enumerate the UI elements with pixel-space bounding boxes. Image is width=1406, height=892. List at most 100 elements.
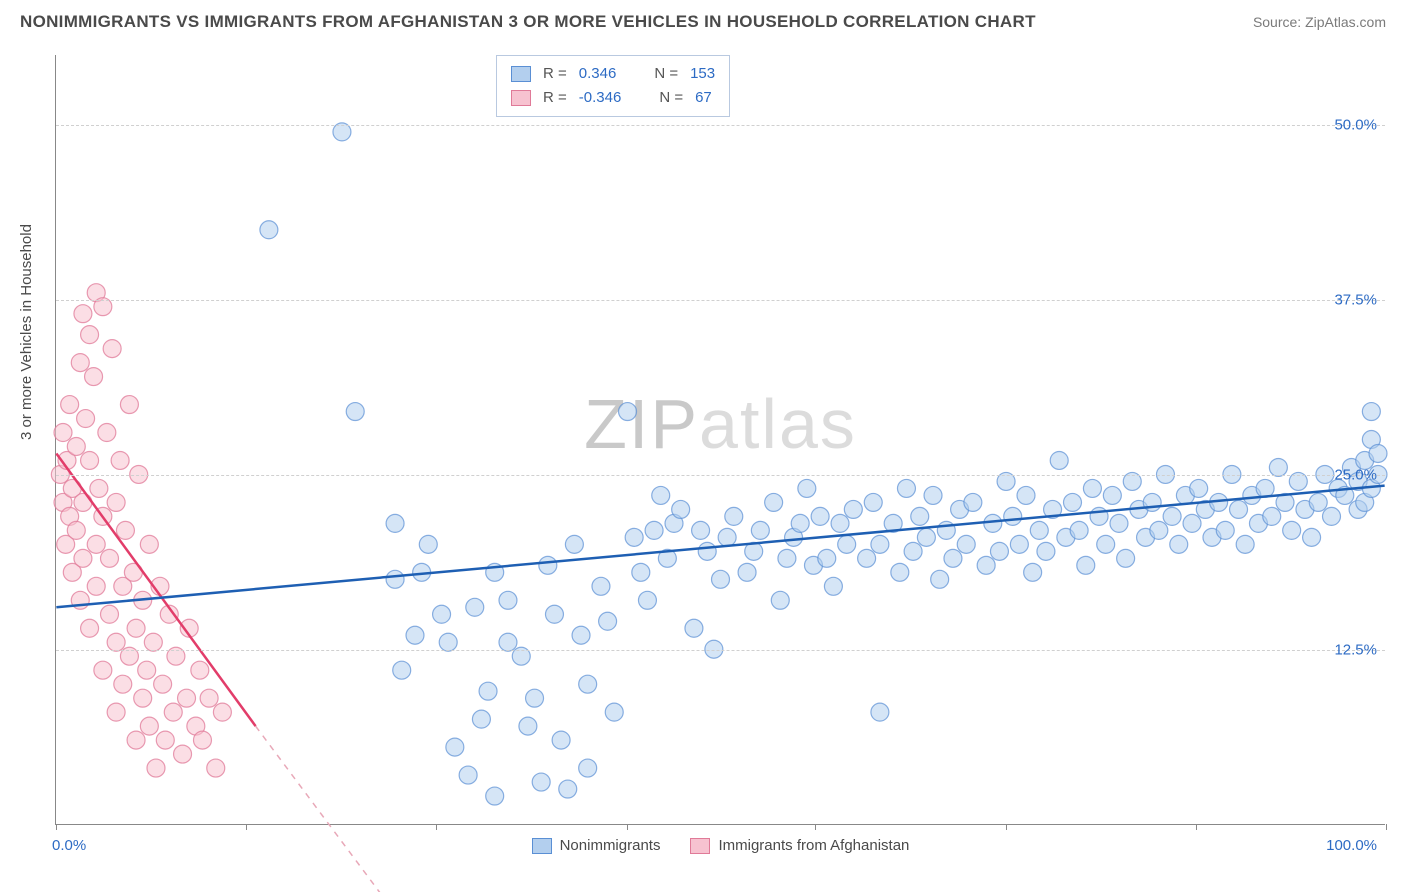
data-point bbox=[419, 535, 437, 553]
data-point bbox=[191, 661, 209, 679]
data-point bbox=[134, 689, 152, 707]
r-value: -0.346 bbox=[579, 86, 622, 110]
data-point bbox=[98, 424, 116, 442]
data-point bbox=[778, 549, 796, 567]
y-tick-label: 12.5% bbox=[1334, 642, 1377, 659]
data-point bbox=[532, 773, 550, 791]
x-tick bbox=[1386, 824, 1387, 830]
data-point bbox=[101, 605, 119, 623]
data-point bbox=[94, 661, 112, 679]
data-point bbox=[864, 493, 882, 511]
data-point bbox=[116, 521, 134, 539]
data-point bbox=[545, 605, 563, 623]
data-point bbox=[107, 703, 125, 721]
data-point bbox=[1064, 493, 1082, 511]
r-value: 0.346 bbox=[579, 62, 617, 86]
data-point bbox=[1004, 507, 1022, 525]
y-tick-label: 25.0% bbox=[1334, 467, 1377, 484]
data-point bbox=[811, 507, 829, 525]
data-point bbox=[178, 689, 196, 707]
data-point bbox=[81, 326, 99, 344]
data-point bbox=[499, 591, 517, 609]
data-point bbox=[931, 570, 949, 588]
data-point bbox=[818, 549, 836, 567]
data-point bbox=[519, 717, 537, 735]
data-point bbox=[1303, 528, 1321, 546]
swatch-blue-icon bbox=[532, 838, 552, 854]
data-point bbox=[858, 549, 876, 567]
data-point bbox=[114, 675, 132, 693]
data-point bbox=[798, 479, 816, 497]
data-point bbox=[479, 682, 497, 700]
data-point bbox=[74, 493, 92, 511]
data-point bbox=[107, 493, 125, 511]
data-point bbox=[406, 626, 424, 644]
data-point bbox=[386, 514, 404, 532]
data-point bbox=[990, 542, 1008, 560]
data-point bbox=[638, 591, 656, 609]
data-point bbox=[1050, 451, 1068, 469]
gridline-h bbox=[56, 650, 1385, 651]
swatch-pink-icon bbox=[511, 90, 531, 106]
data-point bbox=[1283, 521, 1301, 539]
data-point bbox=[685, 619, 703, 637]
legend-item: Immigrants from Afghanistan bbox=[690, 837, 909, 854]
data-point bbox=[1263, 507, 1281, 525]
data-point bbox=[1216, 521, 1234, 539]
data-point bbox=[1323, 507, 1341, 525]
x-tick bbox=[56, 824, 57, 830]
data-point bbox=[579, 759, 597, 777]
data-point bbox=[90, 479, 108, 497]
data-point bbox=[751, 521, 769, 539]
data-point bbox=[1037, 542, 1055, 560]
data-point bbox=[977, 556, 995, 574]
data-point bbox=[897, 479, 915, 497]
data-point bbox=[74, 549, 92, 567]
data-point bbox=[433, 605, 451, 623]
data-point bbox=[957, 535, 975, 553]
n-value: 67 bbox=[695, 86, 712, 110]
data-point bbox=[1269, 458, 1287, 476]
data-point bbox=[1183, 514, 1201, 532]
data-point bbox=[1024, 563, 1042, 581]
data-point bbox=[85, 368, 103, 386]
data-point bbox=[154, 675, 172, 693]
data-point bbox=[87, 535, 105, 553]
data-point bbox=[672, 500, 690, 518]
y-tick-label: 37.5% bbox=[1334, 292, 1377, 309]
data-point bbox=[67, 521, 85, 539]
data-point bbox=[1236, 535, 1254, 553]
scatter-plot-svg bbox=[56, 55, 1385, 824]
data-point bbox=[260, 221, 278, 239]
data-point bbox=[619, 403, 637, 421]
data-point bbox=[1309, 493, 1327, 511]
data-point bbox=[891, 563, 909, 581]
r-label: R = bbox=[543, 86, 567, 110]
data-point bbox=[526, 689, 544, 707]
data-point bbox=[725, 507, 743, 525]
data-point bbox=[871, 535, 889, 553]
data-point bbox=[632, 563, 650, 581]
data-point bbox=[459, 766, 477, 784]
data-point bbox=[917, 528, 935, 546]
data-point bbox=[213, 703, 231, 721]
data-point bbox=[984, 514, 1002, 532]
data-point bbox=[466, 598, 484, 616]
data-point bbox=[964, 493, 982, 511]
legend-label: Nonimmigrants bbox=[560, 837, 661, 854]
data-point bbox=[844, 500, 862, 518]
data-point bbox=[156, 731, 174, 749]
data-point bbox=[1256, 479, 1274, 497]
data-point bbox=[552, 731, 570, 749]
data-point bbox=[107, 633, 125, 651]
data-point bbox=[824, 577, 842, 595]
data-point bbox=[838, 535, 856, 553]
data-point bbox=[692, 521, 710, 539]
data-point bbox=[140, 535, 158, 553]
data-point bbox=[871, 703, 889, 721]
data-point bbox=[712, 570, 730, 588]
data-point bbox=[74, 305, 92, 323]
data-point bbox=[765, 493, 783, 511]
data-point bbox=[486, 787, 504, 805]
gridline-h bbox=[56, 300, 1385, 301]
